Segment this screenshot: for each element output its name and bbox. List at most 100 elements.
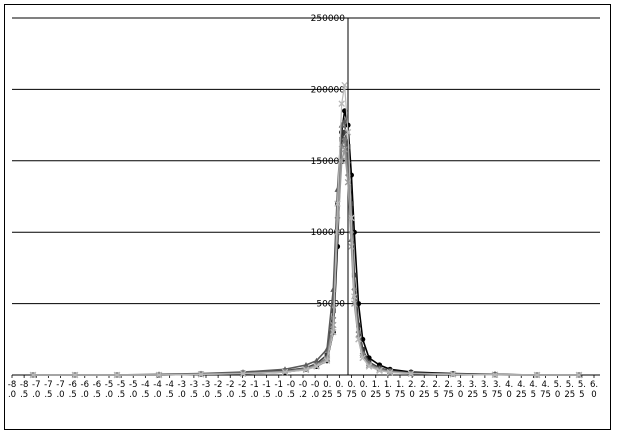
x-tick-label: 3. 0	[457, 380, 465, 400]
data-point	[303, 362, 309, 368]
series-line	[33, 118, 579, 376]
x-tick-label: 4. 75	[540, 380, 551, 400]
series-group	[29, 81, 583, 379]
data-point	[341, 117, 348, 124]
x-tick-label: 5. 0	[554, 380, 562, 400]
data-point	[491, 371, 499, 379]
data-point	[360, 346, 366, 352]
x-tick-label: -5.0	[129, 380, 137, 400]
x-tick-label: -0.2	[299, 380, 307, 400]
data-point	[313, 357, 320, 364]
x-tick-label: -1.0	[275, 380, 283, 400]
x-tick-label: -2.0	[226, 380, 234, 400]
x-tick-label: 0. 5	[335, 380, 343, 400]
grid-lines	[12, 17, 600, 305]
data-point	[334, 200, 341, 207]
x-tick-label: -5.0	[105, 380, 113, 400]
x-tick-label: -2.5	[214, 380, 222, 400]
data-point	[342, 129, 348, 135]
x-tick-label: -3.5	[190, 380, 198, 400]
x-tick-label: -1.0	[250, 380, 258, 400]
x-tick-label: -8.5	[20, 380, 28, 400]
y-tick-label: 50000	[316, 300, 345, 310]
x-tick-label: -3.0	[178, 380, 186, 400]
x-tick-label: 1. 75	[395, 380, 406, 400]
data-point	[348, 214, 355, 222]
data-point	[341, 146, 348, 153]
x-tick-label: -7.0	[56, 380, 64, 400]
x-tick-label: -6.5	[68, 380, 76, 400]
x-tick-label: -4.5	[141, 380, 149, 400]
data-point	[29, 371, 37, 379]
x-tick-label: -2.5	[238, 380, 246, 400]
x-tick-label: -4.5	[165, 380, 173, 400]
data-point	[338, 100, 345, 107]
data-point	[533, 371, 541, 379]
x-tick-label: 2. 0	[408, 380, 416, 400]
x-tick-label: 2. 5	[432, 380, 440, 400]
x-tick-label: -0.5	[287, 380, 295, 400]
x-tick-label: -0.0	[311, 380, 319, 400]
x-tick-label: 2. 75	[443, 380, 454, 400]
x-tick-label: 4. 0	[505, 380, 513, 400]
x-tick-label: 4. 25	[516, 380, 527, 400]
data-point	[341, 136, 348, 143]
data-point	[365, 363, 373, 370]
x-tick-label: -3.0	[202, 380, 210, 400]
x-tick-label: 5. 5	[578, 380, 586, 400]
x-tick-label: -1.5	[262, 380, 270, 400]
x-tick-label: 3. 5	[481, 380, 489, 400]
x-tick-label: -5.5	[117, 380, 125, 400]
data-point	[449, 371, 457, 378]
x-tick-label: -6.5	[93, 380, 101, 400]
data-point	[281, 368, 289, 376]
data-point	[341, 81, 348, 89]
x-tick-label: 3. 25	[467, 380, 478, 400]
y-tick-label: 150000	[311, 157, 346, 167]
x-tick-label: 5. 25	[564, 380, 575, 400]
data-point	[344, 128, 352, 136]
data-point	[359, 354, 366, 362]
x-tick-label: 1. 5	[384, 380, 392, 400]
data-point	[197, 371, 205, 378]
y-tick-label: 200000	[311, 85, 346, 95]
series-line	[33, 85, 579, 376]
data-point	[313, 363, 320, 370]
x-tick-label: -7.5	[44, 380, 52, 400]
series-line	[33, 110, 579, 376]
x-tick-label: 3. 75	[492, 380, 503, 400]
x-tick-label: 0. 0	[360, 380, 368, 400]
y-tick-label: 250000	[311, 14, 346, 24]
data-point	[323, 357, 331, 364]
data-point	[155, 371, 163, 379]
x-tick-label: -4.0	[153, 380, 161, 400]
data-point	[302, 366, 310, 374]
data-point	[334, 228, 341, 236]
x-axis: -8.0 -8.5 -7.0 -7.5 -7.0 -6.5 -6.0 -6.5 -5.0 -5.5…	[8, 374, 600, 400]
series-line	[33, 129, 579, 376]
y-tick-label: 100000	[311, 228, 346, 238]
x-tick-label: 6. 0	[590, 380, 598, 400]
data-point	[330, 328, 337, 336]
data-point	[348, 243, 355, 250]
data-point	[575, 371, 583, 379]
series-line	[33, 139, 579, 376]
x-tick-label: 2. 25	[419, 380, 430, 400]
x-tick-label: -7.0	[32, 380, 40, 400]
data-point	[355, 336, 362, 343]
x-tick-label: -8.0	[8, 380, 16, 400]
x-tick-label: 1. 25	[370, 380, 381, 400]
x-tick-label: 0. 75	[346, 380, 357, 400]
series-line	[33, 149, 579, 376]
data-point	[71, 371, 79, 379]
data-point	[376, 367, 383, 374]
data-point	[351, 293, 358, 300]
x-tick-label: 4. 5	[529, 380, 537, 400]
chart-frame	[4, 4, 611, 430]
data-point	[239, 370, 247, 377]
data-point	[351, 300, 358, 307]
data-point	[113, 371, 121, 379]
x-tick-label: 0. 25	[322, 380, 333, 400]
data-point	[386, 369, 394, 376]
